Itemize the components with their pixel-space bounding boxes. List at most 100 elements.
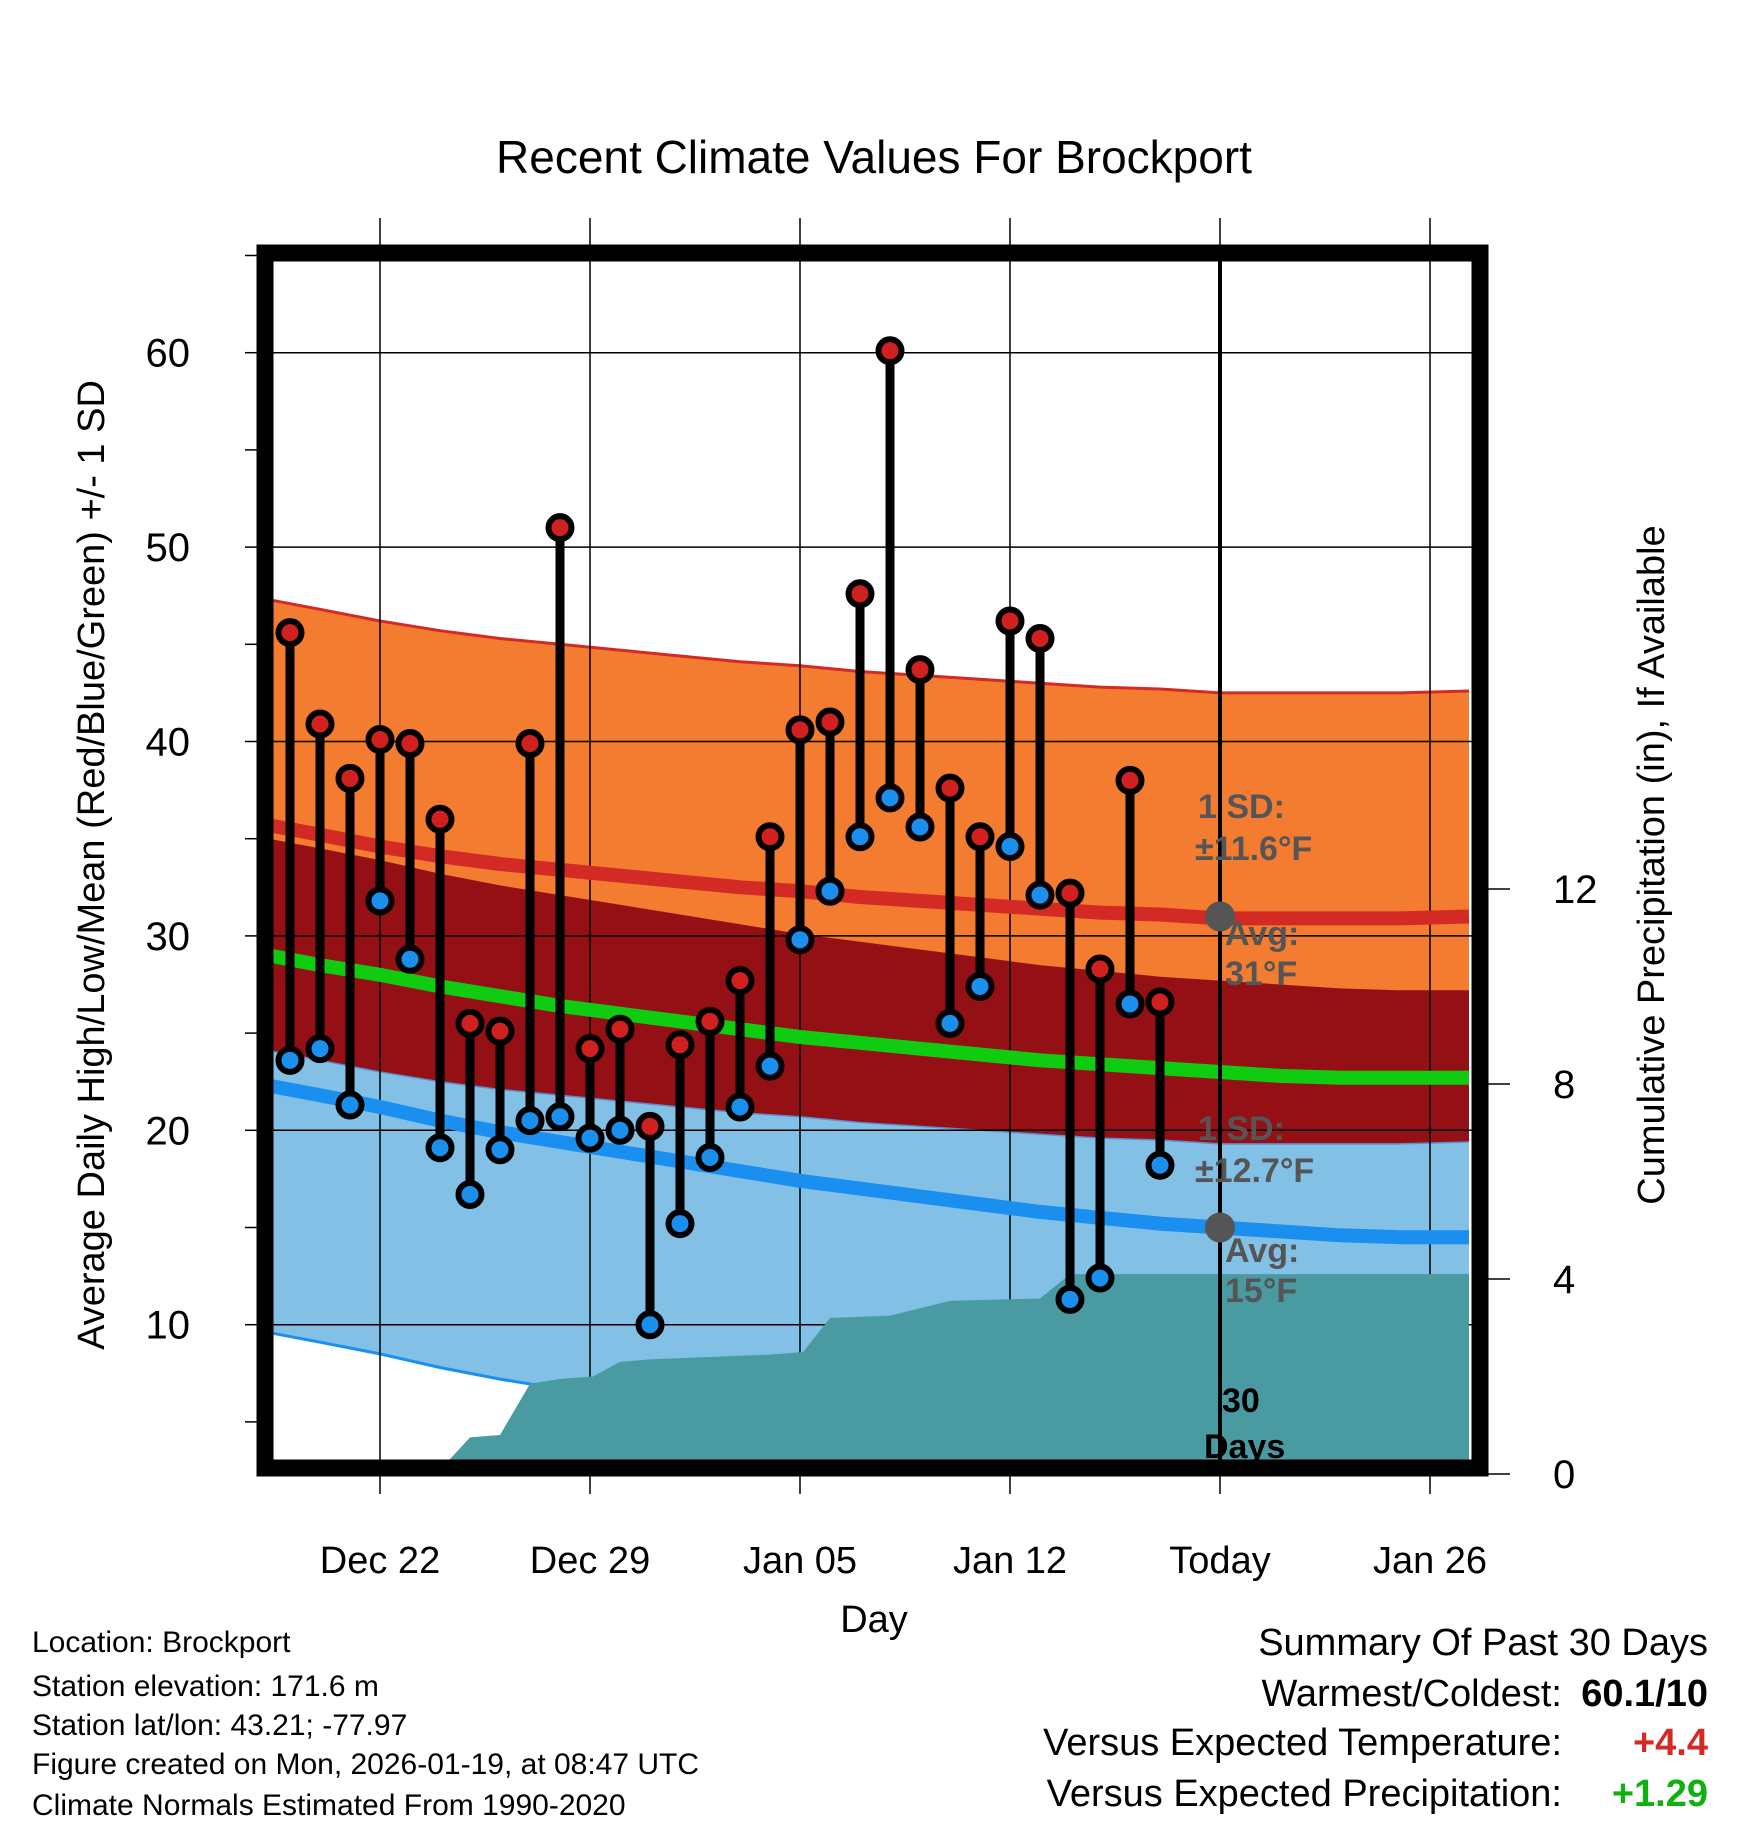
low-sd-value: ±12.7°F [1195, 1152, 1314, 1190]
high-temp-point [755, 822, 785, 852]
y-tick-label: 30 [146, 915, 191, 959]
x-axis-label: Day [840, 1599, 908, 1641]
summary-title: Summary Of Past 30 Days [1258, 1622, 1708, 1664]
low-temp-point [725, 1092, 755, 1122]
high-temp-point [815, 707, 845, 737]
low-temp-point [1145, 1150, 1175, 1180]
low-temp-point [575, 1123, 605, 1153]
low-temp-point [665, 1209, 695, 1239]
y2-tick-label: 12 [1553, 868, 1598, 912]
y-axis-label: Average Daily High/Low/Mean (Red/Blue/Gr… [71, 380, 113, 1350]
location-text: Location: Brockport [32, 1626, 291, 1659]
axes: 10 20 30 40 50 60 0 4 8 12 Dec 22 Dec 29 Jan 05 Jan 1… [146, 254, 1598, 1582]
y2-axis-label: Cumulative Precipitation (in), If Availa… [1631, 525, 1673, 1204]
high-temp-point [875, 336, 905, 366]
high-temp-point [1055, 878, 1085, 908]
low-temp-point [965, 971, 995, 1001]
high-temp-point [1025, 623, 1055, 653]
high-temp-point [995, 606, 1025, 636]
normal-high-line [262, 816, 1470, 926]
x-tick-label: Today [1169, 1540, 1270, 1582]
high-temp-point [665, 1030, 695, 1060]
x-tick-label: Jan 05 [743, 1540, 857, 1582]
low-temp-point [755, 1051, 785, 1081]
high-temp-point [635, 1111, 665, 1141]
low-temp-point [485, 1135, 515, 1165]
latlon-text: Station lat/lon: 43.21; -77.97 [32, 1709, 408, 1742]
high-temp-point [935, 773, 965, 803]
chart-title: Recent Climate Values For Brockport [496, 131, 1252, 183]
y-tick-label: 10 [146, 1304, 191, 1348]
x-tick-label: Dec 29 [530, 1540, 650, 1582]
high-temp-point [905, 655, 935, 685]
low-temp-point [515, 1106, 545, 1136]
low-temp-point [1055, 1284, 1085, 1314]
y2-tick-label: 8 [1553, 1063, 1575, 1107]
high-temp-point [485, 1016, 515, 1046]
high-temp-point [275, 618, 305, 648]
x-tick-label: Dec 22 [320, 1540, 440, 1582]
normals-text: Climate Normals Estimated From 1990-2020 [32, 1789, 626, 1822]
summary-warmest-row: Warmest/Coldest: 60.1/10 [1261, 1673, 1708, 1716]
low-avg-marker [1205, 1212, 1235, 1243]
low-temp-point [995, 831, 1025, 861]
high-sd-lower-line [262, 1048, 1470, 1145]
low-temp-point [695, 1143, 725, 1173]
low-temp-point [425, 1133, 455, 1163]
high-temp-point [605, 1014, 635, 1044]
high-sd-value: ±11.6°F [1195, 830, 1312, 868]
precipitation-area [376, 1274, 1469, 1471]
high-temp-point [695, 1006, 725, 1036]
low-temp-point [305, 1034, 335, 1064]
summary-temp-label: Versus Expected Temperature: [1043, 1722, 1562, 1764]
high-temp-point [845, 579, 875, 609]
high-temp-point [725, 966, 755, 996]
y-tick-label: 60 [146, 332, 191, 376]
x-tick-label: Jan 12 [953, 1540, 1067, 1582]
low-avg-label: Avg: [1225, 1232, 1299, 1270]
normal-mean-line [262, 947, 1469, 1085]
low-temp-point [815, 876, 845, 906]
low-avg-value: 15°F [1225, 1272, 1297, 1310]
low-temp-point [785, 925, 815, 955]
y-tick-label: 40 [146, 721, 191, 765]
low-temp-point [1085, 1263, 1115, 1293]
y2-tick-label: 4 [1553, 1258, 1575, 1302]
summary-precip-value: +1.29 [1611, 1773, 1708, 1815]
high-avg-marker [1205, 901, 1235, 932]
low-temp-point [845, 822, 875, 852]
high-temp-point [305, 709, 335, 739]
x-tick-label: Jan 26 [1373, 1540, 1487, 1582]
precipitation-series [376, 1274, 1469, 1471]
low-temp-point [545, 1102, 575, 1132]
low-sd-label: 1 SD: [1198, 1110, 1285, 1148]
summary-temp-value: +4.4 [1632, 1722, 1708, 1764]
high-temp-point [575, 1034, 605, 1064]
created-text: Figure created on Mon, 2026-01-19, at 08… [32, 1748, 700, 1781]
y-tick-label: 20 [146, 1109, 191, 1153]
low-temp-point [275, 1045, 305, 1075]
high-temp-point [1145, 987, 1175, 1017]
high-sd-label: 1 SD: [1198, 788, 1285, 826]
high-temp-point [365, 725, 395, 755]
low-temp-point [935, 1008, 965, 1038]
high-temp-point [395, 728, 425, 758]
elevation-text: Station elevation: 171.6 m [32, 1670, 379, 1703]
high-temp-point [335, 763, 365, 793]
summary-warmest-value: 60.1/10 [1581, 1673, 1708, 1715]
high-temp-point [965, 822, 995, 852]
high-temp-point [545, 513, 575, 543]
normal-lines [262, 816, 1470, 1245]
low-temp-point [605, 1115, 635, 1145]
summary-precip-label: Versus Expected Precipitation: [1046, 1773, 1562, 1815]
plot-border [256, 244, 1489, 1477]
high-temp-point [515, 728, 545, 758]
high-avg-value: 31°F [1225, 955, 1297, 993]
daily-range-bars [275, 336, 1175, 1340]
y2-tick-label: 0 [1553, 1453, 1575, 1497]
days-label-number: 30 [1222, 1382, 1260, 1420]
low-temp-point [905, 812, 935, 842]
y-tick-label: 50 [146, 526, 191, 570]
